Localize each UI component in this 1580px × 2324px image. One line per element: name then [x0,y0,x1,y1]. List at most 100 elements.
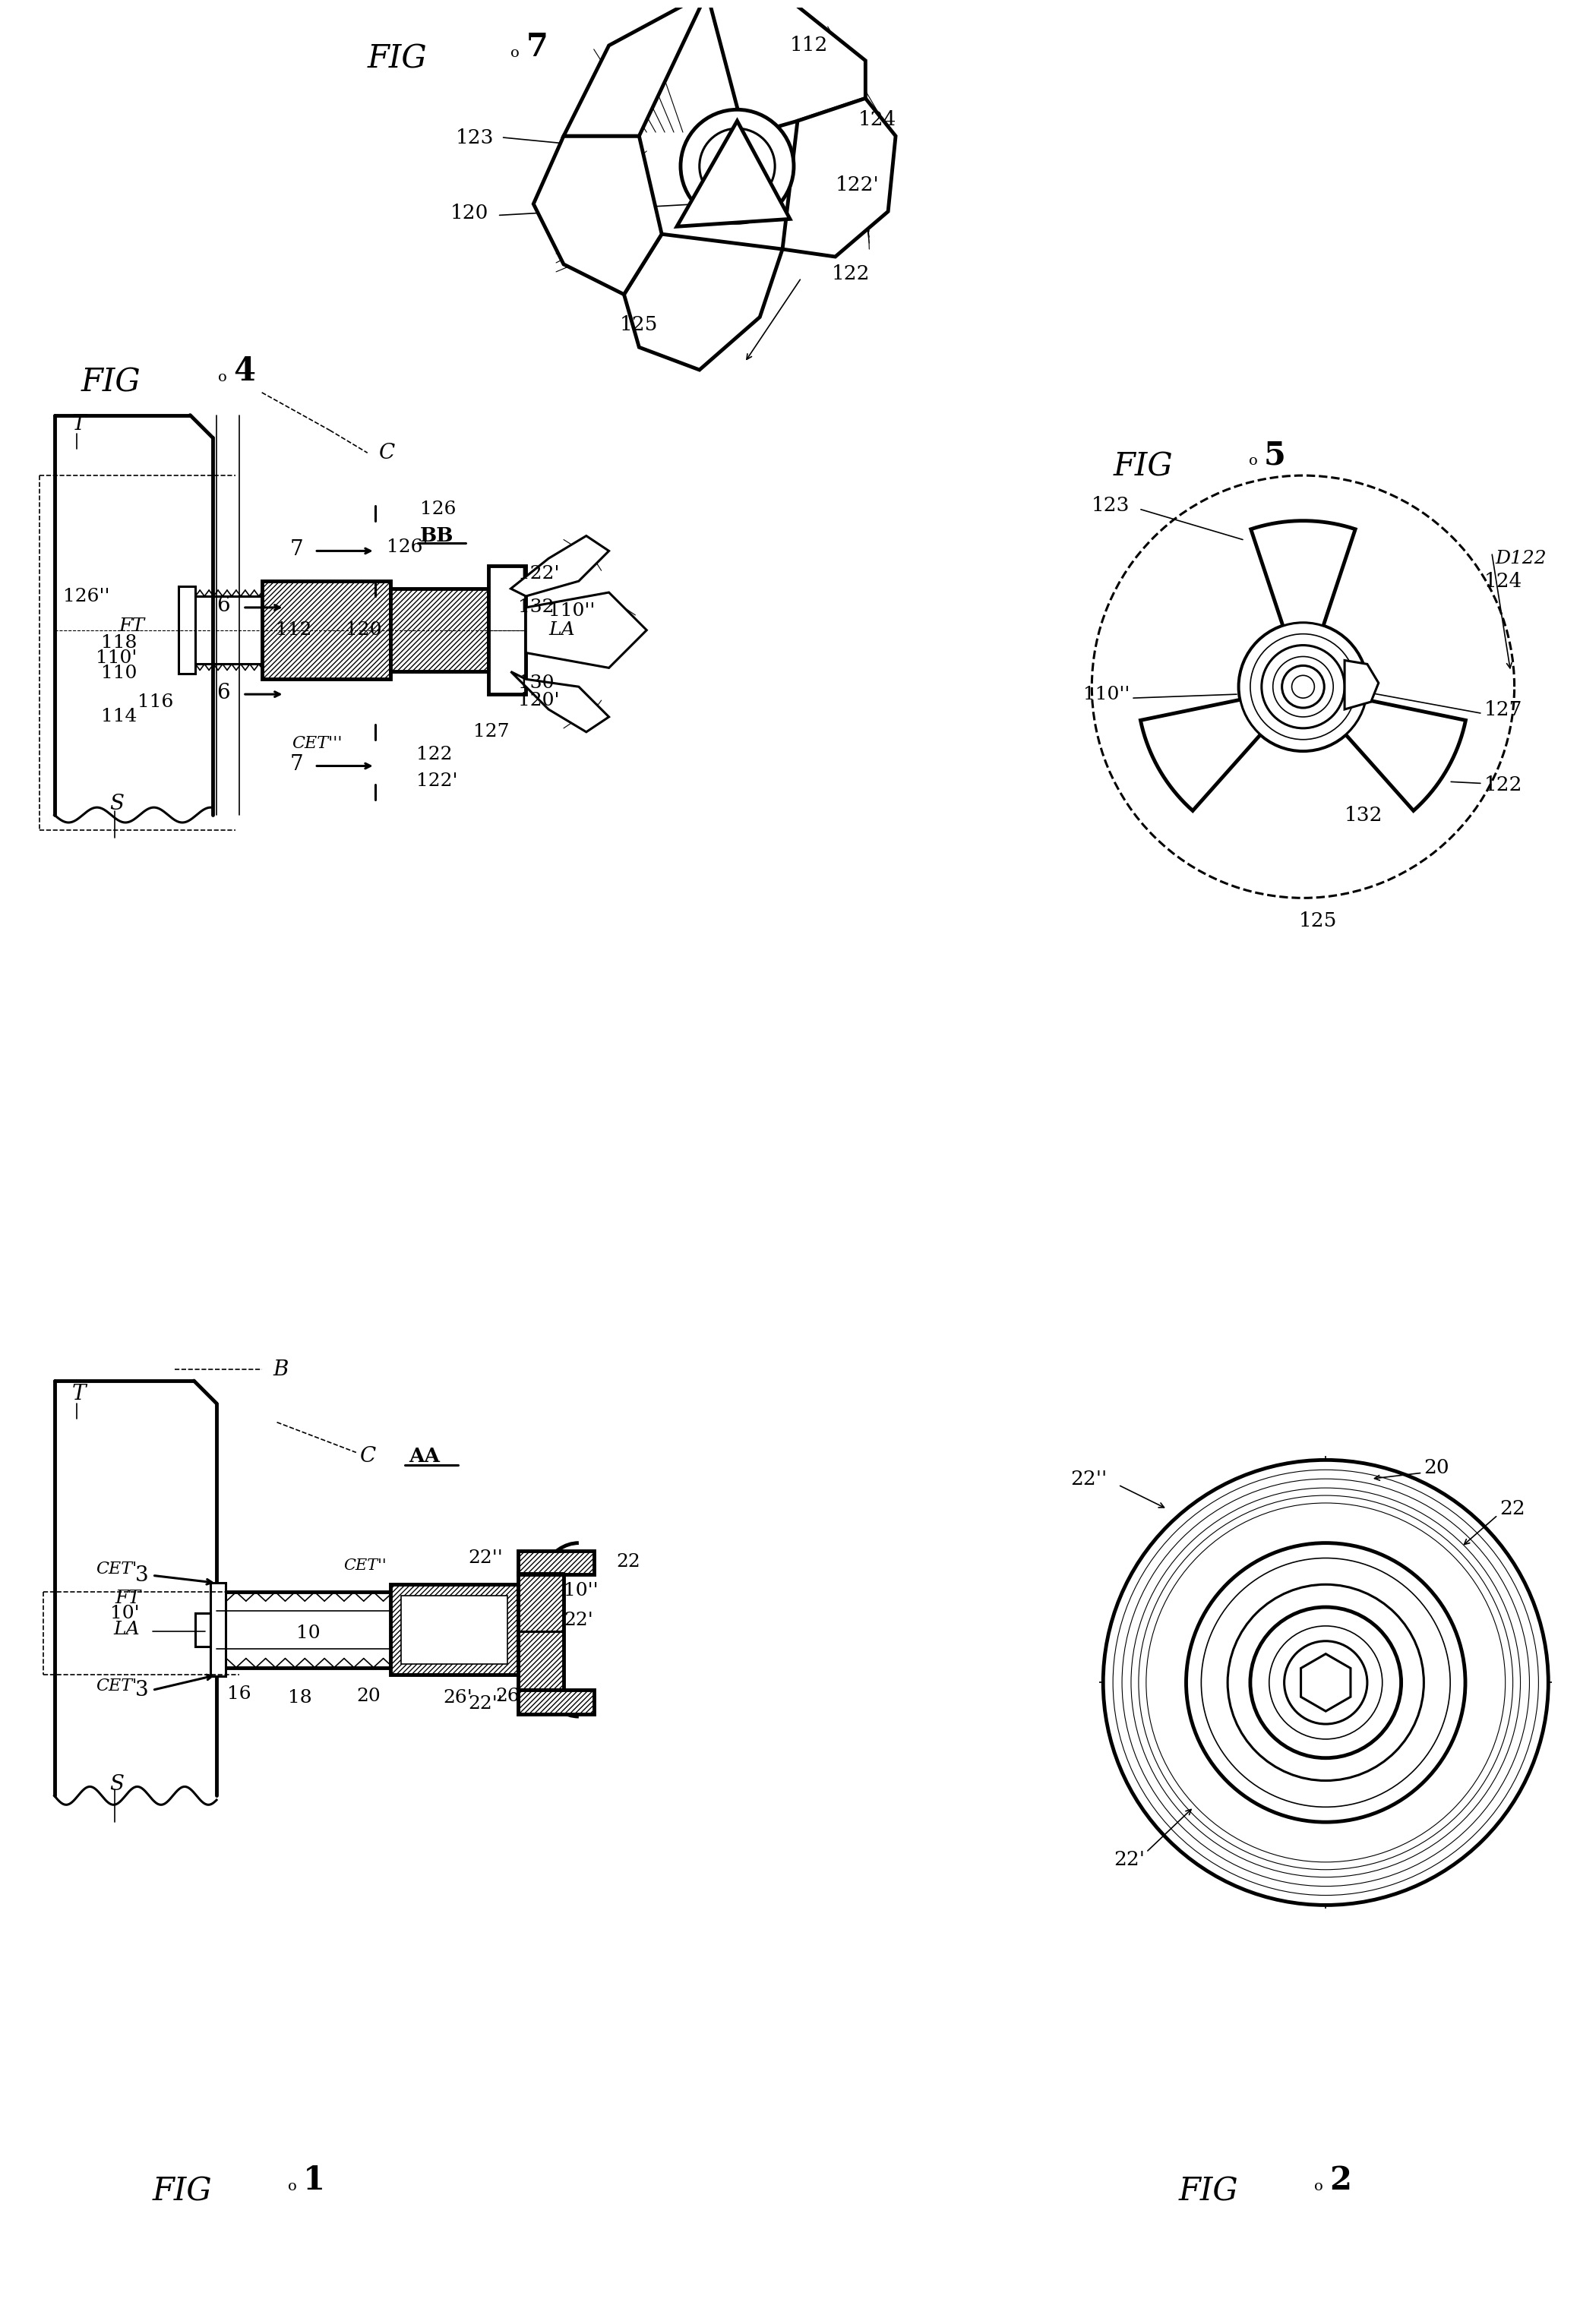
Polygon shape [624,235,782,370]
Text: 126: 126 [420,500,457,518]
Text: 114: 114 [101,709,137,725]
Polygon shape [510,672,608,732]
Text: 112: 112 [275,621,311,639]
Text: 130: 130 [518,674,555,693]
Bar [390,588,488,672]
Text: 3: 3 [136,1564,149,1585]
Text: T: T [71,1385,85,1404]
Text: 112: 112 [790,35,828,56]
Text: FIG: FIG [81,367,141,400]
Circle shape [1103,1459,1548,1906]
Text: o: o [288,2180,297,2194]
Text: AA: AA [409,1448,441,1466]
Text: 116: 116 [137,693,174,711]
Text: 22'': 22'' [469,1550,504,1566]
Text: B: B [273,1360,289,1380]
Text: 3: 3 [136,1680,149,1701]
Text: 132: 132 [518,600,555,616]
Bar [390,1585,518,1676]
Text: 6: 6 [216,683,231,704]
Text: 22': 22' [1114,1850,1144,1868]
Text: FIG: FIG [368,44,427,74]
Text: 127: 127 [1484,700,1523,718]
Polygon shape [1251,521,1356,632]
Text: 18: 18 [288,1690,311,1706]
Bar [518,1631,564,1690]
Text: o: o [1315,2180,1324,2194]
Text: C: C [360,1446,376,1466]
Polygon shape [510,537,608,597]
Polygon shape [1300,1655,1351,1710]
Text: 122': 122' [417,772,458,790]
Text: 16: 16 [228,1685,251,1703]
Bar [518,1550,594,1576]
Text: 124: 124 [1484,572,1523,590]
Text: 14: 14 [431,1624,455,1643]
Text: FIG: FIG [1179,2175,1239,2208]
Text: 123: 123 [457,128,495,146]
Text: LA: LA [114,1622,139,1638]
Text: 12: 12 [431,1599,455,1615]
Text: FIG: FIG [1112,451,1172,483]
Bar [401,1597,507,1664]
Text: 132: 132 [1345,806,1382,825]
Text: 110': 110' [96,648,137,667]
Circle shape [681,109,793,223]
Text: 26: 26 [496,1687,520,1706]
Text: 22'': 22'' [1070,1469,1108,1487]
Circle shape [700,128,774,205]
Text: 122': 122' [836,177,878,195]
Bar [210,1583,226,1676]
Text: FT: FT [118,618,145,634]
Text: o: o [218,370,228,383]
Text: 1: 1 [303,2164,325,2196]
Text: 110'': 110'' [548,602,596,621]
Circle shape [1187,1543,1465,1822]
Text: CET''': CET''' [292,734,343,751]
Text: 22: 22 [616,1552,640,1571]
Text: 20: 20 [356,1687,381,1706]
Text: o: o [1248,453,1258,467]
Text: 122': 122' [518,565,559,583]
Text: 7: 7 [289,755,303,774]
Bar [488,567,526,695]
Bar [390,588,488,672]
Polygon shape [526,593,646,667]
Polygon shape [1345,660,1378,709]
Polygon shape [706,0,866,137]
Text: 120: 120 [450,205,488,223]
Text: 4: 4 [234,356,256,388]
Text: 7: 7 [526,30,548,63]
Text: S: S [109,792,123,813]
Text: 10: 10 [297,1624,321,1643]
Text: LA: LA [548,621,575,639]
Bar [390,1585,518,1676]
Text: 122: 122 [831,265,871,284]
Text: 120: 120 [346,621,382,639]
Text: CET': CET' [96,1562,137,1578]
Polygon shape [676,121,790,225]
Text: 6: 6 [216,595,231,616]
Text: T: T [71,414,85,435]
Polygon shape [1141,697,1266,811]
Polygon shape [564,0,706,137]
Circle shape [1239,623,1367,751]
Text: 10'': 10'' [564,1583,599,1599]
Text: 120': 120' [518,693,559,709]
Text: 127: 127 [472,723,509,741]
Text: FT: FT [115,1590,141,1606]
Polygon shape [782,98,896,256]
Text: 122: 122 [1484,776,1523,795]
Text: 126': 126' [387,539,428,555]
Text: D122: D122 [1496,551,1547,567]
Text: 110'': 110'' [1082,686,1130,702]
Bar [518,1573,564,1690]
Text: 22: 22 [1499,1499,1525,1518]
Text: o: o [510,46,520,60]
Text: 2: 2 [1329,2164,1351,2196]
Text: 22': 22' [564,1613,592,1629]
Text: 22'': 22'' [469,1694,504,1713]
Bar [518,1573,564,1631]
Polygon shape [1341,697,1466,811]
Text: C: C [379,442,395,462]
